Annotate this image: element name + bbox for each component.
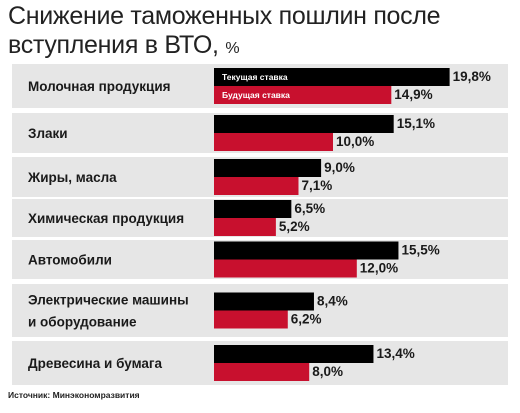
category-group: Автомобили 15,5%12,0% xyxy=(12,240,508,279)
value-label-current: 19,8% xyxy=(453,69,491,84)
category-group: Электрические машины и оборудование 8,4% 6,… xyxy=(12,284,508,337)
value-label-future: 10,0% xyxy=(336,134,374,149)
legend-current-rate: Текущая ставка xyxy=(222,72,288,82)
bar-future-rate xyxy=(214,218,276,236)
bar-future-rate xyxy=(214,259,357,278)
category-group: Древесина и бумага 13,4% 8,0% xyxy=(12,341,508,385)
value-label-current: 9,0% xyxy=(324,160,355,175)
legend-future-rate: Будущая ставка xyxy=(222,90,290,100)
bar-current-rate xyxy=(214,345,374,363)
category-label: Злаки xyxy=(28,126,68,141)
category-label: Жиры, масла xyxy=(27,170,117,185)
bar-current-rate xyxy=(214,241,399,260)
bar-current-rate xyxy=(214,68,450,86)
value-label-current: 6,5% xyxy=(294,201,325,216)
value-label-current: 15,5% xyxy=(401,243,439,258)
value-label-future: 12,0% xyxy=(360,261,398,276)
chart-title-text: Снижение таможенных пошлин после вступле… xyxy=(8,2,441,59)
bar-current-rate xyxy=(214,159,322,177)
chart-title: Снижение таможенных пошлин после вступле… xyxy=(8,2,508,63)
category-label: Древесина и бумага xyxy=(28,356,163,371)
bar-chart: Молочная продукция 19,8% 14,9% Текущая став… xyxy=(12,64,508,385)
category-group: Жиры, масла 9,0% 7,1% xyxy=(12,157,508,197)
value-label-future: 8,0% xyxy=(312,364,343,379)
bar-current-rate xyxy=(214,200,292,218)
bar-current-rate xyxy=(214,292,314,311)
value-label-current: 13,4% xyxy=(376,346,414,361)
bar-future-rate xyxy=(214,86,392,104)
bar-future-rate xyxy=(214,133,333,151)
category-label: Молочная продукция xyxy=(28,79,171,94)
chart-title-unit: % xyxy=(225,40,240,57)
value-label-future: 6,2% xyxy=(291,312,322,327)
category-label: Химическая продукция xyxy=(28,211,184,226)
bar-current-rate xyxy=(214,115,394,133)
bar-future-rate xyxy=(214,177,299,195)
category-label: Автомобили xyxy=(28,253,112,268)
category-label: и оборудование xyxy=(28,315,137,330)
category-group: Злаки 15,1% 10,0% xyxy=(12,113,508,153)
value-label-current: 15,1% xyxy=(397,116,435,131)
category-label: Электрические машины xyxy=(28,293,189,308)
source-note: Источник: Минэкономразвития xyxy=(8,390,140,400)
value-label-current: 8,4% xyxy=(317,294,348,309)
bar-future-rate xyxy=(214,363,310,381)
value-label-future: 7,1% xyxy=(301,178,332,193)
value-label-future: 5,2% xyxy=(279,219,310,234)
category-group: Молочная продукция 19,8% 14,9% Текущая став… xyxy=(12,64,508,108)
value-label-future: 14,9% xyxy=(394,87,432,102)
category-group: Химическая продукция 6,5% 5,2% xyxy=(12,199,508,237)
bar-future-rate xyxy=(214,310,288,329)
